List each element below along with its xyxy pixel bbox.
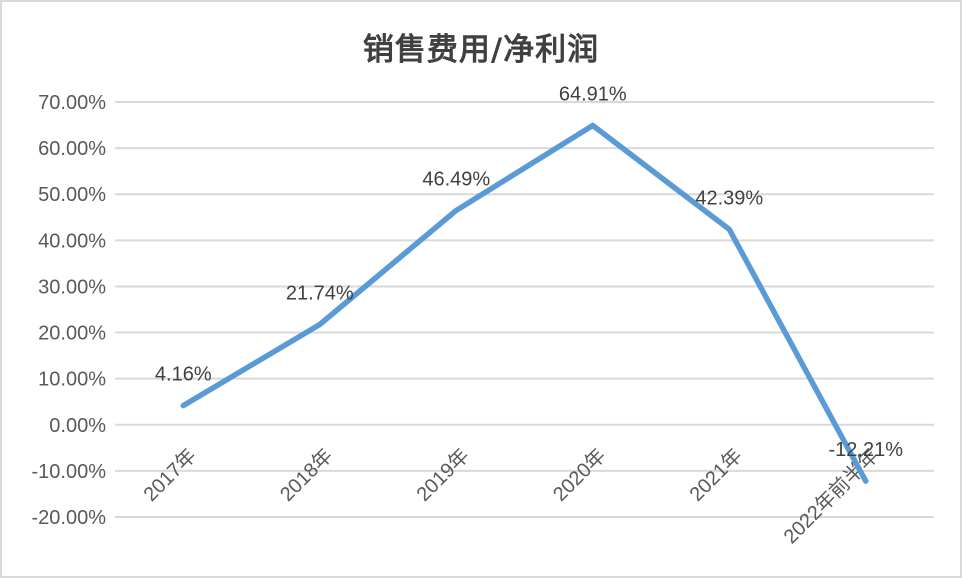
gridlines <box>115 101 934 518</box>
y-axis-labels: 70.00% 60.00% 50.00% 40.00% 30.00% 20.00% 10.0… <box>32 92 107 529</box>
data-label: -12.21% <box>829 439 904 461</box>
y-axis-label: 0.00% <box>49 415 106 437</box>
y-axis-label: -10.00% <box>32 461 107 483</box>
chart-title: 销售费用/净利润 <box>362 32 600 68</box>
y-axis-label: 70.00% <box>38 92 106 114</box>
y-axis-label: 20.00% <box>38 323 106 345</box>
data-label: 42.39% <box>695 187 763 209</box>
y-axis-label: 30.00% <box>38 276 106 298</box>
data-label: 21.74% <box>286 283 354 305</box>
x-axis-label: 2018年 <box>275 444 337 506</box>
y-axis-label: 10.00% <box>38 369 106 391</box>
series-line <box>180 122 869 484</box>
x-axis-label: 2019年 <box>412 444 474 506</box>
data-label: 4.16% <box>155 364 212 386</box>
x-axis-label: 2017年 <box>139 444 201 506</box>
y-axis-label: 60.00% <box>38 138 106 160</box>
y-axis-label: -20.00% <box>32 507 107 529</box>
series-line-group <box>180 122 869 484</box>
data-label: 46.49% <box>422 168 490 190</box>
x-axis-label: 2021年 <box>685 444 747 506</box>
data-label: 64.91% <box>559 83 627 105</box>
data-labels: 4.16% 21.74% 46.49% 64.91% 42.39% -12.21% <box>155 83 903 461</box>
x-axis-labels: 2017年 2018年 2019年 2020年 2021年 2022年前半年 <box>139 444 883 548</box>
y-axis-label: 50.00% <box>38 184 106 206</box>
x-axis-label: 2020年 <box>548 444 610 506</box>
y-axis-label: 40.00% <box>38 230 106 252</box>
